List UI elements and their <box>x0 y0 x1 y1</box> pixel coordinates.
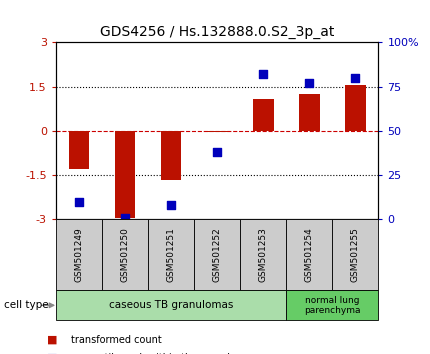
Text: GSM501253: GSM501253 <box>259 227 268 282</box>
Text: GSM501251: GSM501251 <box>166 227 175 282</box>
Bar <box>345 85 366 131</box>
Text: ■: ■ <box>47 335 58 345</box>
Bar <box>253 98 273 131</box>
Point <box>352 75 359 81</box>
Point <box>306 80 313 86</box>
Text: GSM501252: GSM501252 <box>213 228 221 282</box>
Text: transformed count: transformed count <box>71 335 162 345</box>
Point <box>168 202 175 208</box>
Point <box>260 72 267 77</box>
Text: ■: ■ <box>47 353 58 354</box>
Bar <box>161 131 181 180</box>
Text: cell type: cell type <box>4 300 49 310</box>
Point <box>76 199 83 205</box>
Text: percentile rank within the sample: percentile rank within the sample <box>71 353 236 354</box>
Text: GSM501249: GSM501249 <box>74 228 83 282</box>
Text: caseous TB granulomas: caseous TB granulomas <box>109 300 233 310</box>
Text: normal lung
parenchyma: normal lung parenchyma <box>304 296 361 315</box>
Point <box>214 149 221 155</box>
Bar <box>115 131 135 218</box>
Text: GSM501250: GSM501250 <box>120 227 129 282</box>
Bar <box>299 94 319 131</box>
Text: GSM501254: GSM501254 <box>305 228 314 282</box>
Text: GSM501255: GSM501255 <box>351 227 360 282</box>
Bar <box>207 131 227 132</box>
Title: GDS4256 / Hs.132888.0.S2_3p_at: GDS4256 / Hs.132888.0.S2_3p_at <box>100 25 335 39</box>
Bar <box>68 131 89 169</box>
Point <box>122 215 129 221</box>
